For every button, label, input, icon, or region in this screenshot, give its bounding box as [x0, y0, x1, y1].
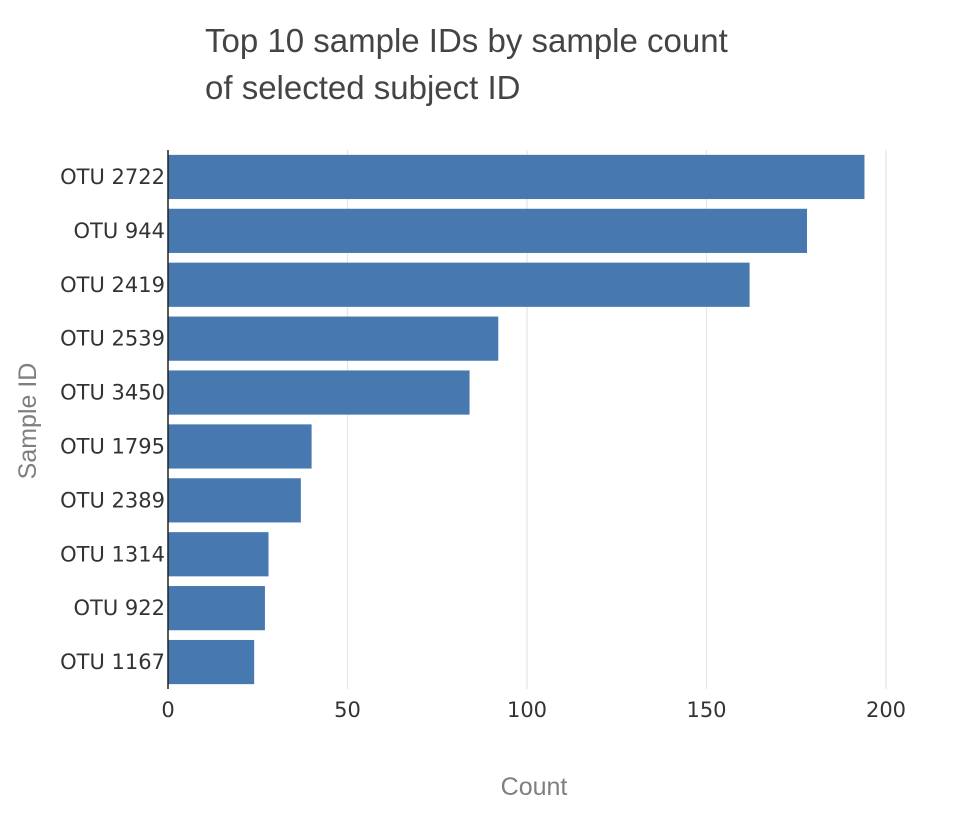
x-tick-label: 100 [507, 698, 547, 722]
y-tick-label: OTU 2389 [60, 488, 165, 512]
bar [168, 316, 499, 361]
y-tick-label: OTU 2539 [60, 327, 165, 351]
y-tick-label: OTU 3450 [60, 381, 165, 405]
x-tick-label: 50 [334, 698, 361, 722]
x-tick-label: 200 [866, 698, 906, 722]
bar [168, 532, 269, 577]
bar [168, 478, 301, 523]
y-tick-label: OTU 1795 [60, 434, 165, 458]
x-tick-label: 150 [686, 698, 726, 722]
bar [168, 424, 312, 469]
y-axis-title: Sample ID [14, 363, 42, 480]
y-tick-labels: OTU 2722 OTU 944 OTU 2419 OTU 2539 OTU 3450 O… [60, 165, 165, 674]
bar [168, 262, 750, 307]
y-tick-label: OTU 2419 [60, 273, 165, 297]
x-tick-label: 0 [161, 698, 174, 722]
y-tick-label: OTU 944 [74, 219, 166, 243]
y-tick-label: OTU 1167 [60, 650, 165, 674]
x-tick-labels: 0 50 100 150 200 [161, 698, 906, 722]
y-tick-label: OTU 922 [74, 596, 166, 620]
bars [168, 154, 865, 685]
y-tick-label: OTU 1314 [60, 542, 165, 566]
bar [168, 208, 808, 253]
chart-title-line-2: of selected subject ID [205, 69, 521, 106]
bar [168, 154, 865, 200]
bar [168, 370, 470, 415]
bar [168, 639, 255, 685]
chart-title-line-1: Top 10 sample IDs by sample count [205, 22, 728, 59]
y-tick-label: OTU 2722 [60, 165, 165, 189]
bar [168, 586, 265, 631]
x-axis-title: Count [501, 773, 568, 801]
